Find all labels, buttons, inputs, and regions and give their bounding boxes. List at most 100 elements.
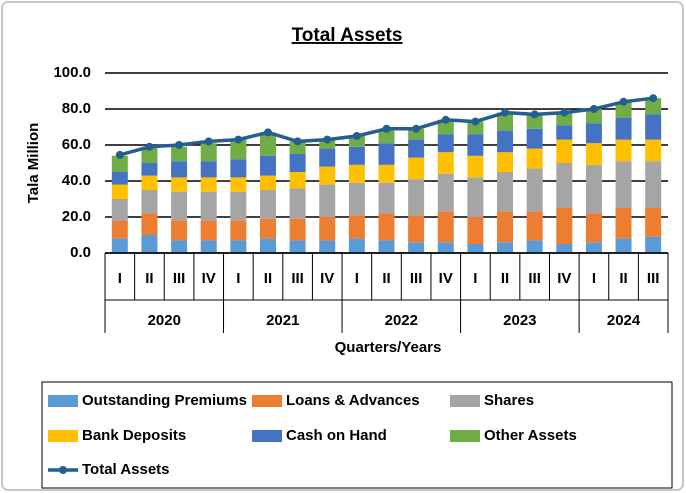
bar-segment <box>497 211 514 243</box>
legend-swatch <box>48 430 78 442</box>
bar-segment <box>111 238 128 253</box>
bar-segment <box>319 184 336 217</box>
bar-segment <box>259 155 276 176</box>
bar-segment <box>378 240 395 253</box>
x-tick-label: IV <box>557 270 571 287</box>
bar-segment <box>467 244 484 253</box>
bar-segment <box>467 155 484 178</box>
bar-segment <box>259 238 276 253</box>
line-marker <box>234 135 243 144</box>
legend-label: Loans & Advances <box>286 392 420 409</box>
bar-segment <box>556 163 573 208</box>
bar-segment <box>585 213 602 243</box>
bar-segment <box>348 146 365 165</box>
legend-swatch <box>48 395 78 407</box>
bar-segment <box>319 139 336 149</box>
x-tick-label: III <box>528 270 541 287</box>
bar-segment <box>259 175 276 190</box>
bar-segment <box>378 128 395 144</box>
bar-segment <box>437 211 454 243</box>
x-tick-label: II <box>264 270 272 287</box>
line-marker <box>145 142 154 151</box>
bar-segment <box>289 218 306 241</box>
bar-segment <box>319 166 336 185</box>
bar-segment <box>585 242 602 253</box>
bar-segment <box>230 240 247 253</box>
bar-segment <box>615 101 632 118</box>
line-marker <box>560 108 569 117</box>
bar-segment <box>645 208 662 237</box>
legend-label: Cash on Hand <box>286 427 387 444</box>
bar-segment <box>585 143 602 165</box>
bar-segment <box>111 184 128 199</box>
bar-segment <box>348 136 365 147</box>
bar-segment <box>645 114 662 140</box>
line-marker <box>530 110 539 119</box>
x-tick-label: III <box>291 270 304 287</box>
x-tick-label: IV <box>320 270 334 287</box>
bar-segment <box>556 125 573 140</box>
line-marker <box>204 137 213 146</box>
x-tick-label: I <box>236 270 240 287</box>
x-group-label: 2021 <box>266 312 299 329</box>
bar-segment <box>408 139 425 158</box>
line-marker <box>471 117 480 126</box>
line-marker <box>441 115 450 124</box>
bar-segment <box>437 152 454 174</box>
x-tick-label: III <box>647 270 660 287</box>
bar-segment <box>171 191 188 221</box>
legend-box <box>41 381 673 489</box>
line-marker <box>589 105 598 113</box>
y-tick-label: 40.0 <box>62 172 91 189</box>
x-tick-label: IV <box>202 270 216 287</box>
legend-swatch <box>252 395 282 407</box>
bar-segment <box>259 218 276 239</box>
bar-segment <box>615 118 632 140</box>
bar-segment <box>171 177 188 192</box>
bar-segment <box>171 220 188 241</box>
bar-segment <box>645 139 662 162</box>
bar-segment <box>289 188 306 219</box>
bar-segment <box>289 141 306 154</box>
bar-segment <box>615 208 632 239</box>
y-tick-label: 80.0 <box>62 100 91 117</box>
bar-segment <box>645 161 662 208</box>
bar-segment <box>141 175 158 190</box>
x-tick-label: II <box>501 270 509 287</box>
bar-segment <box>348 238 365 253</box>
line-marker <box>382 124 391 133</box>
bar-segment <box>378 164 395 183</box>
bar-segment <box>111 172 128 185</box>
bar-segment <box>497 152 514 172</box>
bar-segment <box>645 98 662 115</box>
bar-segment <box>556 208 573 244</box>
line-marker <box>619 97 628 106</box>
x-tick-label: I <box>473 270 477 287</box>
bar-segment <box>348 164 365 183</box>
bar-segment <box>171 161 188 178</box>
bar-segment <box>200 220 217 241</box>
y-tick-label: 60.0 <box>62 136 91 153</box>
x-group-label: 2020 <box>148 312 181 329</box>
bar-segment <box>437 119 454 135</box>
bar-segment <box>585 109 602 124</box>
x-group-label: 2024 <box>607 312 641 329</box>
line-marker <box>649 94 658 103</box>
bar-segment <box>467 217 484 244</box>
legend-swatch <box>450 430 480 442</box>
bar-segment <box>171 146 188 162</box>
x-tick-label: II <box>619 270 627 287</box>
y-tick-label: 100.0 <box>53 64 91 81</box>
bar-segment <box>556 112 573 126</box>
bar-segment <box>556 244 573 253</box>
chart-title: Total Assets <box>292 25 403 46</box>
bar-segment <box>467 121 484 135</box>
bar-segment <box>615 139 632 162</box>
y-tick-label: 20.0 <box>62 208 91 225</box>
bar-segment <box>319 217 336 241</box>
bar-segment <box>378 182 395 214</box>
line-marker <box>323 135 332 144</box>
bar-segment <box>230 177 247 192</box>
bar-segment <box>556 139 573 163</box>
